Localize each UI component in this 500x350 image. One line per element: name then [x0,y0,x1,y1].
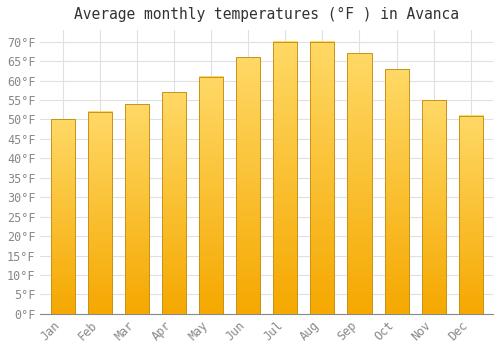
Bar [236,57,260,314]
Bar [199,77,223,314]
Bar [422,100,446,314]
Bar [50,119,74,314]
Title: Average monthly temperatures (°F ) in Avanca: Average monthly temperatures (°F ) in Av… [74,7,459,22]
Bar [310,42,334,314]
Bar [384,69,408,314]
Bar [458,116,483,314]
Bar [124,104,149,314]
Bar [273,42,297,314]
Bar [88,112,112,314]
Bar [348,54,372,314]
Bar [162,92,186,314]
